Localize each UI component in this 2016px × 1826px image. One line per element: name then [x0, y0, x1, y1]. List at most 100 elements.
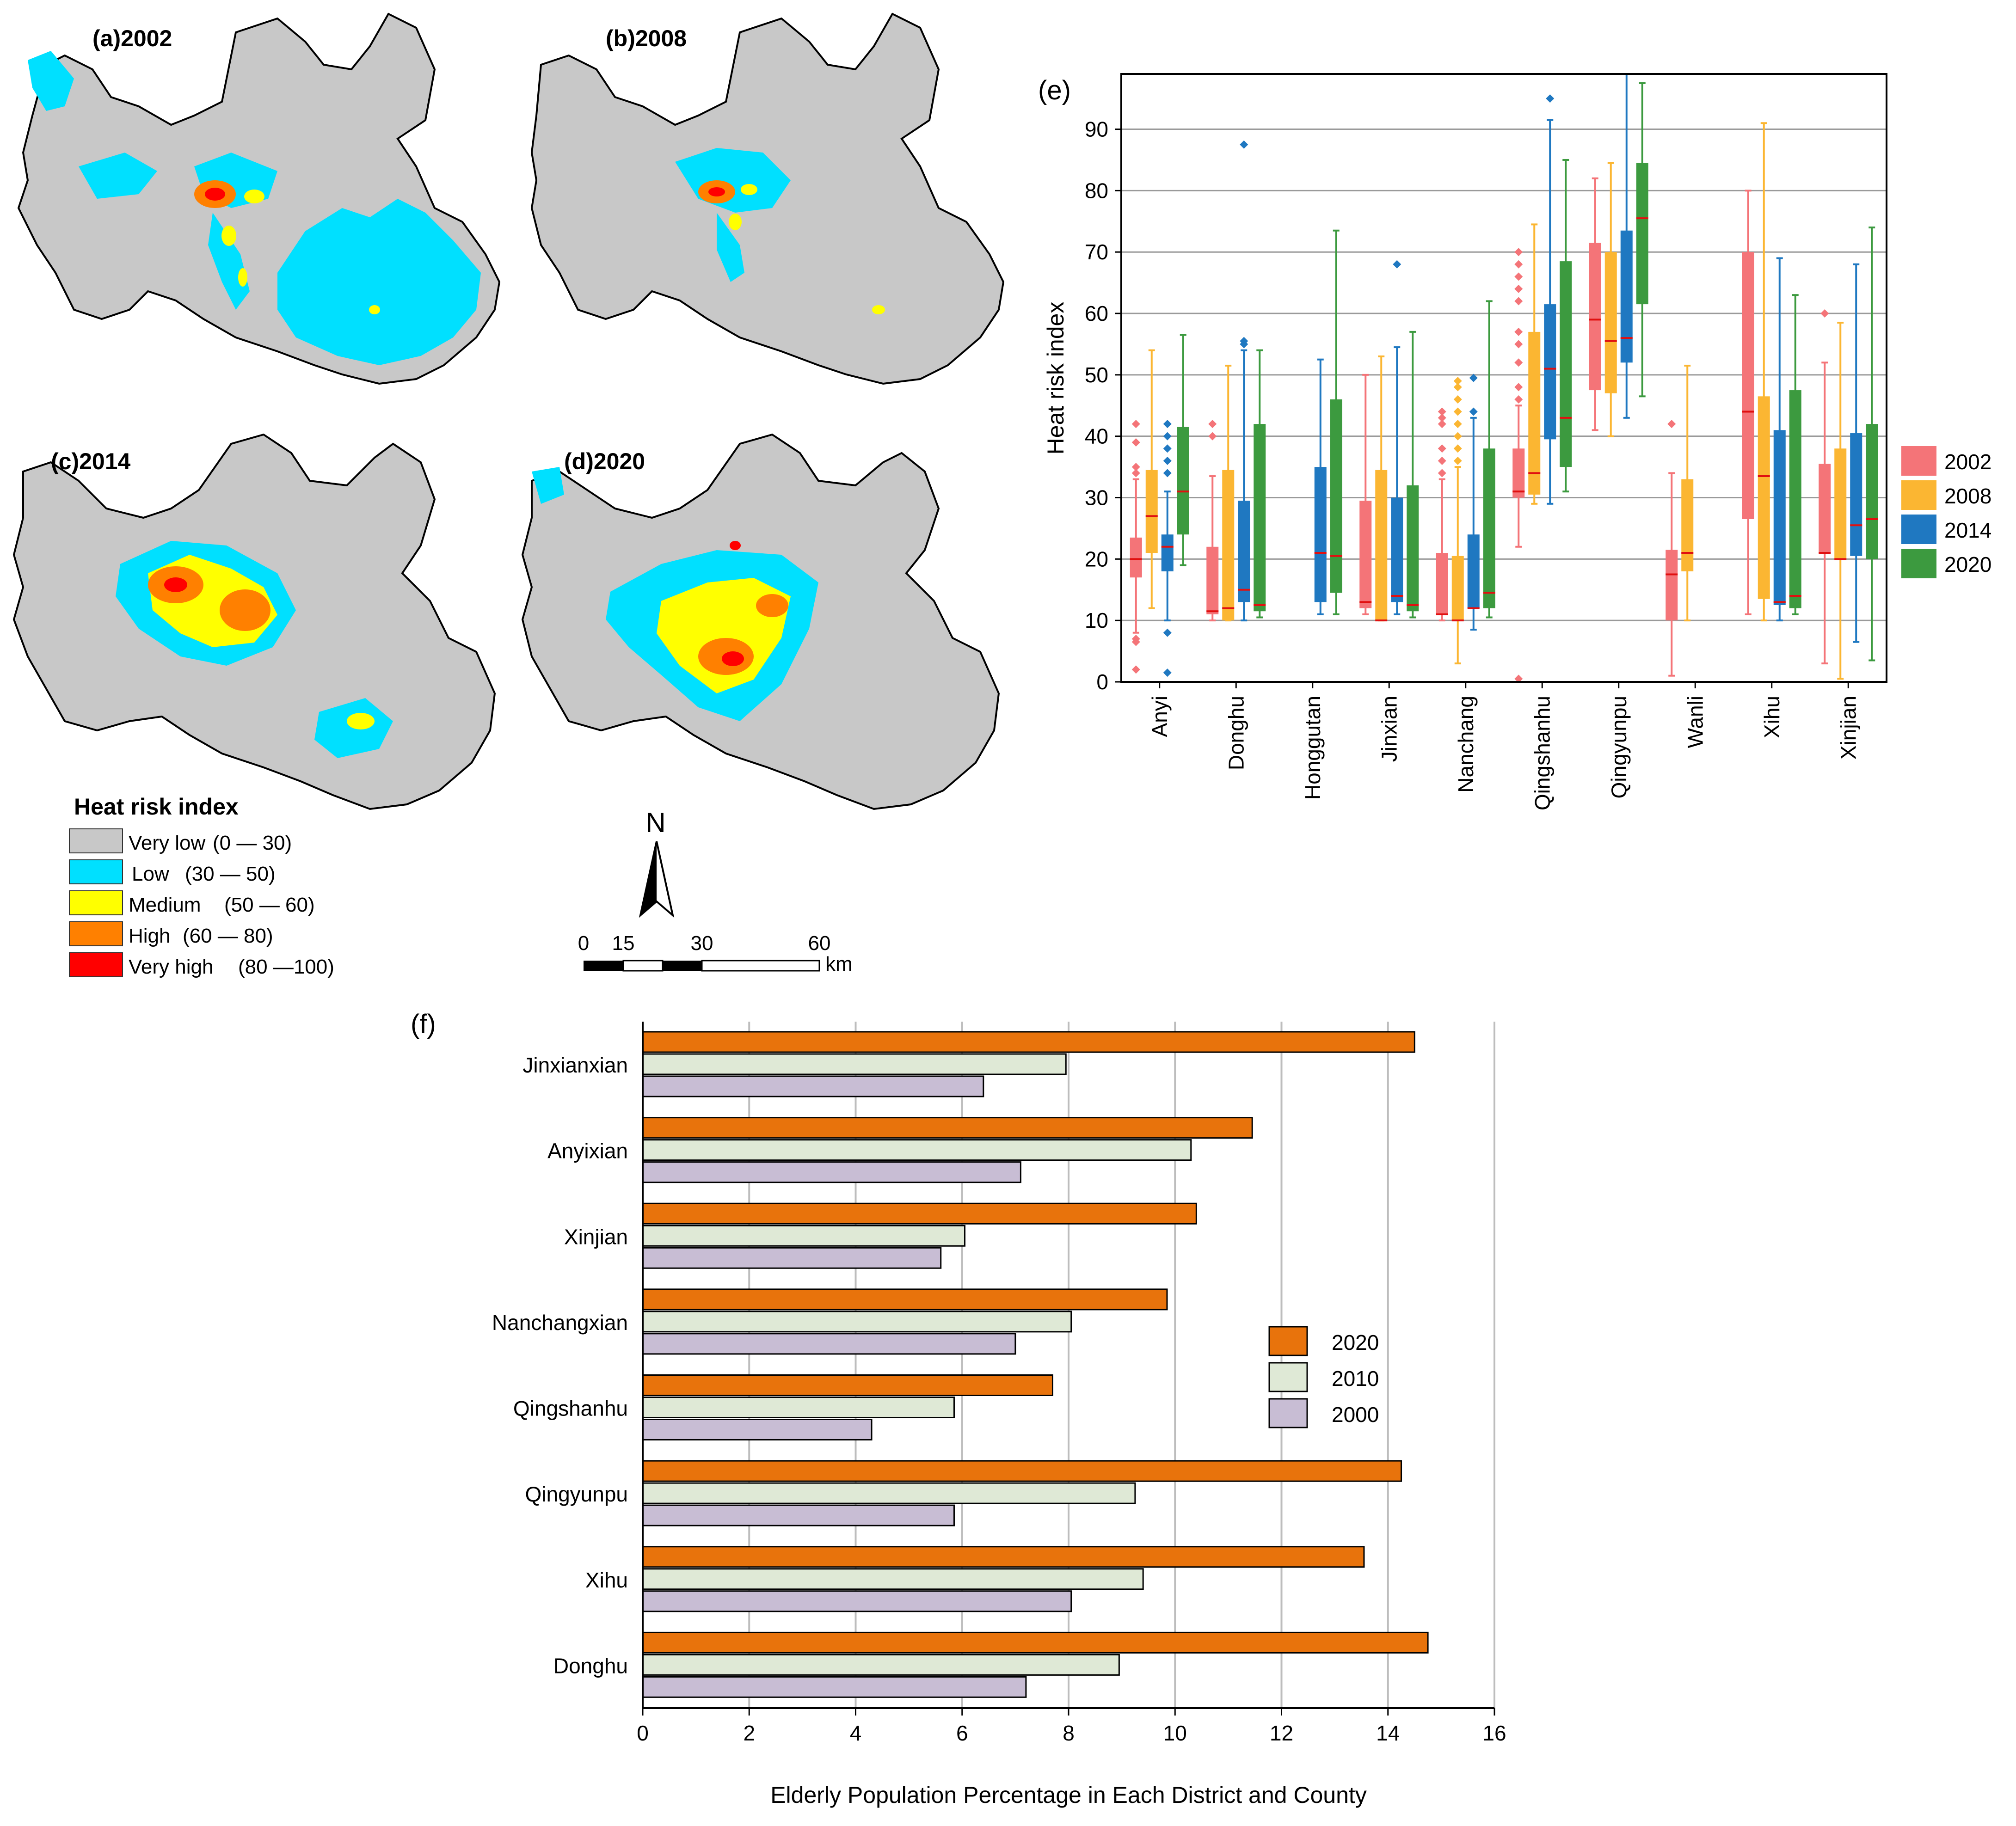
medium-spot: [369, 305, 380, 314]
legend-label: 2008: [1944, 484, 1991, 508]
x-tick-label: 2: [743, 1721, 755, 1745]
panel-label-e: (e): [1038, 75, 1071, 105]
y-axis-label: Heat risk index: [1043, 302, 1069, 455]
box-qingyunpu-2020: [1636, 82, 1648, 398]
legend-swatch: [1901, 549, 1936, 578]
x-tick-label: Jinxian: [1377, 696, 1401, 762]
category-label: Nanchangxian: [492, 1311, 628, 1335]
outlier-point: [1163, 469, 1172, 478]
legend-item: Very high (80 —100): [69, 952, 334, 978]
outlier-point: [1438, 469, 1446, 478]
category-label: Xinjian: [564, 1225, 628, 1249]
north-arrow: N: [639, 807, 675, 918]
bar-donghu-2000: [642, 1676, 1027, 1698]
legend-range: (80 —100): [238, 956, 334, 978]
category-label: Anyixian: [547, 1139, 628, 1163]
legend-item: Low (30 — 50): [69, 859, 276, 885]
very-high-spot: [708, 187, 725, 196]
box-anyi-2014: [1161, 420, 1174, 677]
legend-label: 2010: [1332, 1366, 1379, 1391]
box: [1773, 430, 1786, 605]
box-wanli-2008: [1681, 364, 1694, 622]
outlier-point: [1514, 284, 1523, 293]
box-qingshanhu-2008: [1528, 223, 1541, 505]
bar-qingshanhu-2020: [642, 1374, 1053, 1396]
map-title: (a)2002: [92, 25, 172, 51]
outlier-point: [1438, 444, 1446, 453]
box-qingyunpu-2014: [1620, 73, 1633, 419]
bar-donghu-2010: [642, 1654, 1120, 1676]
box: [1161, 534, 1174, 571]
outlier-point: [1514, 248, 1523, 257]
box-honggutan-2014: [1314, 358, 1327, 615]
box: [1589, 243, 1601, 391]
category-label: Qingshanhu: [513, 1397, 628, 1421]
box: [1742, 252, 1754, 520]
low-zone: [532, 467, 564, 504]
box-series: [1130, 73, 1878, 683]
bar-xihu-2000: [642, 1590, 1072, 1612]
legend-range: (0 — 30): [213, 832, 292, 854]
outlier-point: [1163, 444, 1172, 453]
box: [1819, 464, 1831, 553]
scale-segment: [663, 961, 702, 971]
x-tick-label: Xihu: [1760, 696, 1784, 738]
legend-swatch: [69, 890, 123, 915]
very-high-spot: [164, 577, 187, 592]
x-tick-label: Nanchang: [1454, 696, 1478, 793]
outlier-point: [1131, 463, 1140, 472]
x-tick-label: 4: [850, 1721, 862, 1745]
legend: 2002 2008 2014 2020: [1901, 446, 1991, 578]
outlier-point: [1438, 420, 1446, 429]
legend-label: 2000: [1332, 1403, 1379, 1427]
box: [1436, 553, 1448, 614]
low-zone: [28, 51, 74, 111]
bar-nanchangxian-2000: [642, 1333, 1016, 1355]
x-tick-label: Honggutan: [1301, 696, 1325, 800]
box-donghu-2020: [1254, 349, 1266, 619]
outlier-point: [1163, 420, 1172, 429]
bar-nanchangxian-2010: [642, 1311, 1072, 1333]
map-title: (c)2014: [51, 448, 131, 474]
box-nanchang-2020: [1483, 300, 1495, 619]
medium-spot: [244, 190, 264, 203]
outlier-point: [1208, 420, 1217, 429]
x-tick-label: 6: [956, 1721, 968, 1745]
box-jinxian-2020: [1407, 331, 1419, 619]
outlier-point: [1453, 456, 1462, 465]
box: [1483, 448, 1495, 608]
scale-tick-label: 0: [578, 932, 589, 955]
box: [1560, 261, 1572, 467]
category-label: Jinxianxian: [522, 1053, 628, 1077]
box: [1512, 448, 1525, 498]
box: [1222, 470, 1235, 621]
x-axis: Anyi Donghu Honggutan Jinxian Nanchang Qingsh…: [1148, 682, 1860, 810]
outlier-point: [1453, 432, 1462, 441]
x-tick-label: Anyi: [1148, 696, 1172, 737]
legend-item: Medium (50 — 60): [69, 890, 315, 916]
map-title: (b)2008: [606, 25, 687, 51]
outlier-point: [1514, 674, 1523, 683]
outlier-point: [1453, 407, 1462, 416]
bar-qingshanhu-2000: [642, 1419, 873, 1440]
medium-spot: [729, 214, 742, 230]
box: [1407, 485, 1419, 612]
bar-jinxianxian-2010: [642, 1053, 1067, 1075]
legend-swatch: [1901, 480, 1936, 510]
high-spot: [220, 589, 270, 631]
outlier-point: [1163, 668, 1172, 677]
medium-spot: [221, 226, 236, 246]
category-label: Xihu: [585, 1568, 628, 1592]
low-zone: [277, 199, 481, 365]
outlier-point: [1240, 140, 1248, 149]
bar-qingshanhu-2010: [642, 1397, 955, 1418]
x-tick-label: Xinjian: [1836, 696, 1860, 760]
outlier-point: [1514, 383, 1523, 392]
outlier-point: [1820, 309, 1829, 318]
outlier-point: [1393, 260, 1401, 269]
box: [1254, 424, 1266, 612]
box-anyi-2020: [1177, 334, 1189, 566]
low-zone: [208, 213, 250, 310]
outlier-point: [1453, 395, 1462, 404]
outlier-point: [1453, 420, 1462, 429]
